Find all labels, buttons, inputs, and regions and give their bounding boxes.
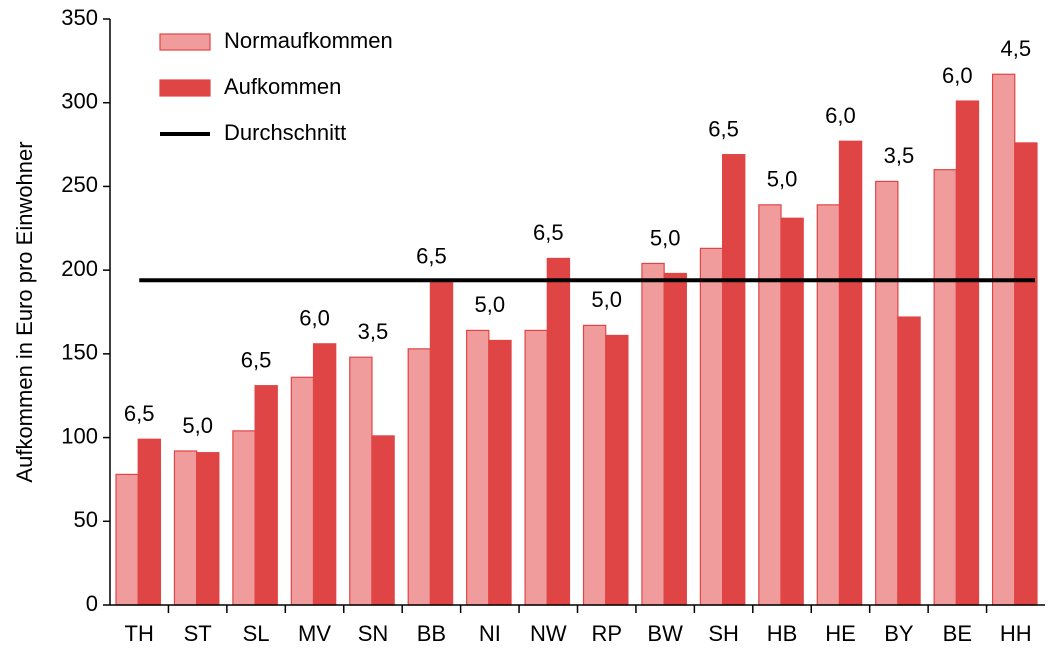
legend-label: Aufkommen: [224, 74, 341, 99]
rate-label: 5,0: [591, 287, 622, 312]
bar: [699, 247, 724, 606]
rate-label: 4,5: [1000, 36, 1031, 61]
legend-label: Durchschnitt: [224, 120, 346, 145]
y-tick-label: 100: [61, 423, 98, 448]
x-tick-label: NI: [479, 621, 501, 646]
bar: [524, 329, 548, 606]
y-tick-label: 0: [86, 591, 98, 616]
x-tick-label: ST: [184, 621, 212, 646]
bar: [816, 204, 841, 606]
rate-label: 5,0: [475, 292, 506, 317]
y-tick-label: 50: [74, 507, 98, 532]
bar: [254, 385, 278, 606]
bar: [115, 473, 139, 606]
legend-swatch: [159, 33, 211, 51]
bar: [875, 180, 899, 606]
bar: [546, 257, 571, 606]
y-tick-label: 350: [61, 5, 98, 30]
x-tick-label: HH: [1000, 621, 1032, 646]
bar: [429, 281, 454, 606]
bar: [290, 376, 315, 606]
x-tick-label: BE: [943, 621, 972, 646]
rate-label: 5,0: [650, 225, 681, 250]
rate-label: 6,0: [299, 306, 330, 331]
rate-label: 3,5: [884, 143, 915, 168]
bar: [721, 154, 746, 606]
y-axis-label: Aufkommen in Euro pro Einwohner: [12, 141, 37, 482]
bar: [663, 272, 687, 606]
rate-label: 6,5: [416, 244, 447, 269]
rate-label: 6,0: [942, 63, 973, 88]
bar: [488, 339, 512, 606]
x-tick-label: SH: [708, 621, 739, 646]
x-tick-label: TH: [125, 621, 154, 646]
bar: [933, 169, 957, 606]
bar: [173, 450, 198, 606]
bar: [780, 217, 804, 606]
bar: [838, 140, 863, 606]
rate-label: 5,0: [182, 413, 213, 438]
rate-label: 5,0: [767, 167, 798, 192]
bar: [137, 438, 162, 606]
x-tick-label: HE: [825, 621, 856, 646]
bar: [312, 343, 337, 606]
y-tick-label: 200: [61, 256, 98, 281]
x-tick-label: BY: [884, 621, 914, 646]
bar: [232, 430, 256, 606]
legend-swatch: [159, 79, 211, 97]
bar: [371, 435, 395, 606]
bar: [991, 73, 1016, 606]
bar: [758, 204, 782, 606]
bar: [349, 356, 373, 606]
x-tick-label: RP: [591, 621, 622, 646]
rate-label: 3,5: [358, 319, 389, 344]
rate-label: 6,5: [241, 347, 272, 372]
bar: [196, 452, 220, 606]
x-tick-label: SL: [243, 621, 270, 646]
rate-label: 6,5: [124, 401, 155, 426]
legend-label: Normaufkommen: [224, 28, 393, 53]
y-tick-label: 150: [61, 340, 98, 365]
bar: [955, 100, 980, 606]
y-tick-label: 250: [61, 172, 98, 197]
x-tick-label: SN: [358, 621, 389, 646]
x-tick-label: HB: [767, 621, 798, 646]
rate-label: 6,0: [825, 103, 856, 128]
bar: [897, 316, 921, 606]
bar: [1014, 142, 1038, 606]
x-tick-label: BW: [647, 621, 683, 646]
bar: [466, 329, 490, 606]
bar: [407, 348, 432, 606]
bar: [641, 262, 665, 606]
x-tick-label: BB: [417, 621, 446, 646]
x-tick-label: MV: [298, 621, 331, 646]
bar: [582, 324, 607, 606]
rate-label: 6,5: [533, 220, 564, 245]
y-tick-label: 300: [61, 89, 98, 114]
x-tick-label: NW: [530, 621, 567, 646]
bar: [605, 334, 629, 606]
rate-label: 6,5: [708, 116, 739, 141]
